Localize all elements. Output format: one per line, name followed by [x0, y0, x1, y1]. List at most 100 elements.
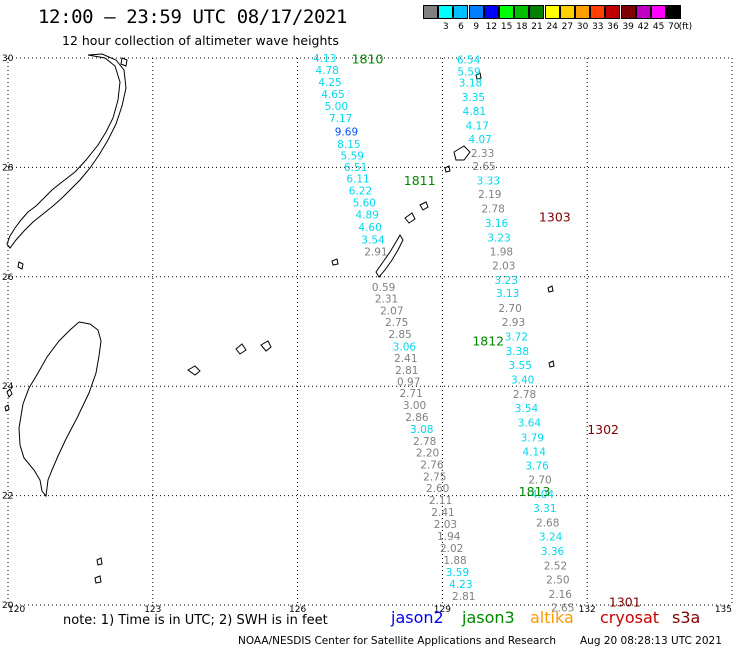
- wave-height-value: 3.38: [506, 346, 529, 358]
- wave-height-value: 7.17: [329, 113, 352, 125]
- colorbar-swatch: [575, 5, 590, 19]
- lon-tick-label: 135: [715, 605, 732, 615]
- wave-height-value: 2.86: [405, 412, 429, 424]
- wave-height-value: 3.06: [393, 341, 417, 353]
- wave-height-value: 2.33: [471, 148, 494, 160]
- colorbar-swatch: [635, 5, 651, 19]
- lat-tick-label: 22: [2, 492, 13, 502]
- mission-altika: altika: [530, 608, 574, 627]
- wave-height-value: 3.23: [487, 232, 510, 244]
- wave-height-value: 2.11: [429, 495, 452, 507]
- wave-height-value: 3.55: [509, 360, 532, 372]
- island: [331, 258, 339, 266]
- wave-height-value: 2.75: [385, 317, 408, 329]
- wave-height-value: 2.19: [478, 189, 501, 201]
- colorbar-swatch: [620, 5, 636, 19]
- wave-height-value: 4.81: [463, 106, 486, 118]
- island: [17, 261, 24, 270]
- colorbar-swatch: [468, 5, 484, 19]
- ishigaki-island: [187, 365, 201, 376]
- colorbar-label: 39: [622, 22, 634, 32]
- wave-height-value: 2.50: [546, 574, 569, 586]
- colorbar-label: 12: [485, 22, 498, 32]
- wave-height-value: 4.17: [466, 120, 489, 132]
- wave-height-value: 3.72: [505, 331, 528, 343]
- wave-height-value: 3.64: [518, 417, 542, 429]
- wave-height-value: 2.70: [528, 475, 551, 487]
- colorbar-swatch: [590, 5, 606, 19]
- wave-height-value: 4.78: [315, 65, 338, 77]
- track-number-label: 1301: [609, 594, 641, 609]
- credit-line: NOAA/NESDIS Center for Satellite Applica…: [238, 635, 556, 647]
- wave-height-value: 3.23: [495, 275, 518, 287]
- colorbar-label: 6: [458, 22, 464, 32]
- wave-height-value: 3.33: [477, 176, 500, 188]
- colorbar-swatch: [499, 5, 514, 19]
- lat-tick-label: 30: [2, 54, 14, 64]
- colorbar-unit: (ft): [678, 22, 693, 32]
- lat-tick-label: 28: [2, 163, 14, 173]
- wave-height-value: 1.98: [490, 247, 513, 259]
- lon-tick-label: 129: [434, 605, 451, 615]
- wave-height-value: 3.24: [539, 532, 563, 544]
- wave-height-value: 2.31: [375, 294, 398, 306]
- island: [444, 165, 451, 173]
- wave-height-value: 2.71: [399, 388, 422, 400]
- colorbar-label: 24: [546, 22, 558, 32]
- wave-height-value: 3.79: [521, 433, 544, 445]
- wave-height-value: 8.15: [337, 139, 360, 151]
- colorbar-swatch: [651, 5, 666, 19]
- wave-height-value: 2.02: [440, 543, 463, 555]
- lon-tick-label: 126: [289, 605, 306, 615]
- lat-tick-label: 20: [2, 601, 14, 611]
- wave-height-value: 2.76: [420, 459, 444, 471]
- page-title: 12:00 – 23:59 UTC 08/17/2021: [38, 6, 348, 28]
- wave-height-value: 4.25: [318, 77, 341, 89]
- wave-height-value: 2.91: [364, 247, 387, 259]
- wave-height-value: 3.00: [403, 400, 426, 412]
- footer-note: note: 1) Time is in UTC; 2) SWH is in fe…: [63, 613, 328, 628]
- colorbar-swatch: [544, 5, 560, 19]
- amami-island: [404, 212, 416, 224]
- altimeter-track: 6.545.593.183.354.814.174.072.332.653.33…: [457, 55, 575, 615]
- wave-height-value: 2.03: [434, 519, 457, 531]
- island: [547, 285, 554, 293]
- colorbar-swatch: [453, 5, 469, 19]
- island: [94, 575, 102, 584]
- track-number-label: 1810: [352, 52, 384, 67]
- island: [419, 201, 429, 211]
- altimeter-tracks: 4.134.784.254.655.007.179.698.155.596.51…: [313, 53, 574, 615]
- wave-height-value: 2.81: [395, 365, 418, 377]
- wave-height-value: 3.40: [511, 375, 534, 387]
- island: [548, 360, 555, 368]
- wave-height-value: 0.59: [372, 282, 395, 294]
- wave-height-value: 2.03: [492, 260, 515, 272]
- altimeter-track: 4.134.784.254.655.007.179.698.155.596.51…: [313, 53, 475, 603]
- wave-height-value: 2.75: [423, 471, 446, 483]
- penghu-island: [6, 388, 13, 398]
- colorbar-label: 36: [607, 22, 619, 32]
- miyako-island: [235, 343, 247, 355]
- wave-height-value: 2.81: [452, 591, 475, 603]
- yakushima-island: [453, 145, 471, 161]
- wave-height-value: 2.65: [551, 603, 574, 615]
- track-number-label: 1302: [587, 422, 619, 437]
- wave-height-value: 6.11: [346, 173, 369, 185]
- colorbar-swatch: [438, 5, 454, 19]
- track-number-label: 1811: [404, 173, 436, 188]
- coastlines: [4, 53, 555, 584]
- map-grid: [7, 57, 733, 606]
- wave-height-value: 2.16: [549, 589, 573, 601]
- track-number-label: 1813: [519, 484, 551, 499]
- wave-height-value: 2.60: [426, 483, 449, 495]
- wave-height-value: 2.78: [481, 203, 504, 215]
- wave-height-value: 1.94: [437, 531, 461, 543]
- colorbar-label: 70: [668, 22, 680, 32]
- island: [475, 72, 482, 80]
- wave-height-value: 4.13: [313, 53, 336, 65]
- colorbar-swatch: [666, 5, 682, 19]
- wave-height-value: 3.35: [462, 92, 485, 104]
- colorbar-label: 30: [576, 22, 589, 32]
- mission-cryosat: cryosat: [600, 608, 660, 627]
- wave-height-value: 9.69: [335, 126, 358, 138]
